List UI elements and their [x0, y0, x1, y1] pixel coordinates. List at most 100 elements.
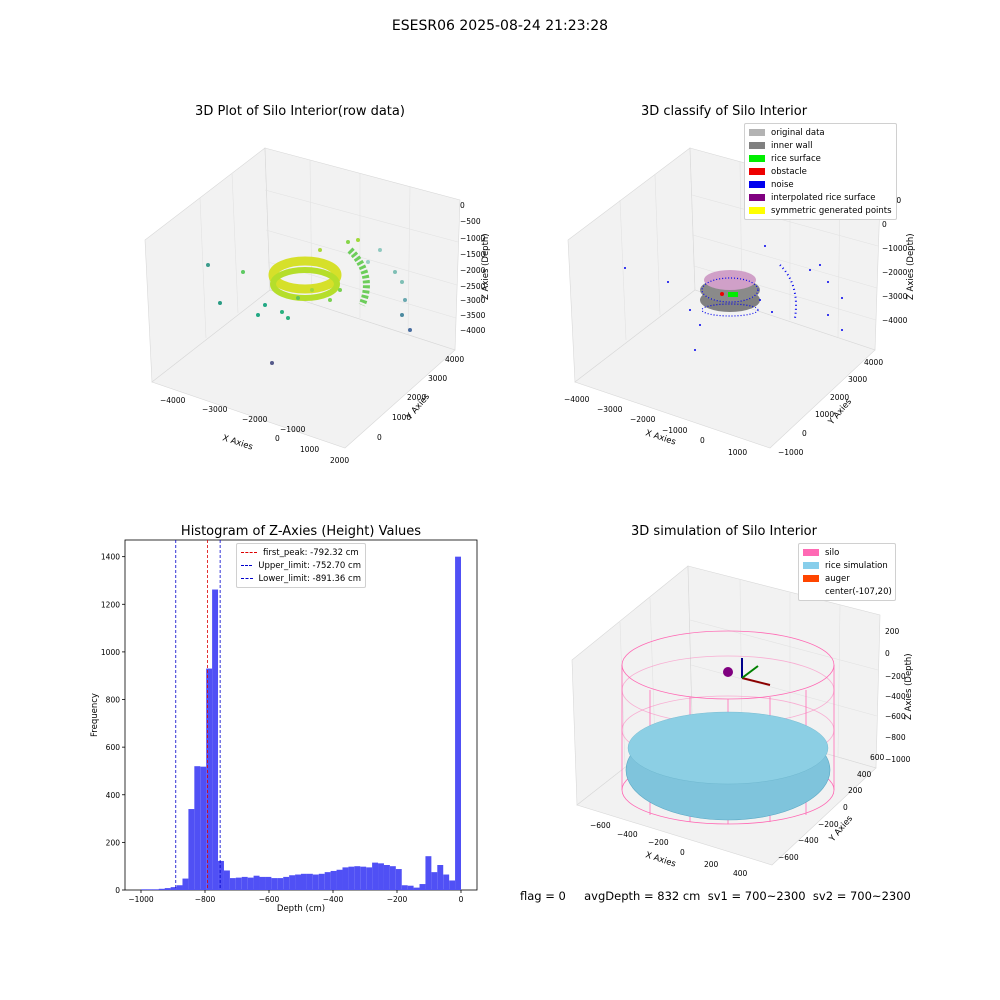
- raw-xtick: −4000: [160, 396, 186, 405]
- simulation-xtick: 400: [733, 869, 748, 878]
- classify-legend: original data inner wall rice surface obsta…: [744, 123, 897, 220]
- simulation-xtick: 0: [680, 848, 685, 857]
- classify-xtick: 0: [700, 436, 705, 445]
- histogram-legend-swatch: [241, 578, 253, 579]
- simulation-legend-swatch: [803, 562, 819, 569]
- histogram-legend-item: Upper_limit: -752.70 cm: [241, 559, 361, 572]
- histogram-y-tick-label: 200: [106, 838, 121, 847]
- classify-ytick: −1000: [778, 448, 804, 457]
- histogram-y-tick-label: 1000: [101, 648, 120, 657]
- classify-legend-swatch: [749, 155, 765, 162]
- histogram-bar: [372, 862, 379, 890]
- simulation-x-ticks: −600 −400 −200 0 200 400: [590, 821, 748, 878]
- histogram-y-tick-label: 400: [106, 791, 121, 800]
- classify-ztick: −1000: [882, 244, 908, 253]
- histogram-reference-lines: [175, 540, 221, 890]
- simulation-gridlines: [619, 579, 879, 766]
- classify-legend-label: symmetric generated points: [771, 205, 892, 216]
- classify-y-ticks: −1000 0 1000 2000 3000 4000: [778, 358, 883, 457]
- histogram-bar: [330, 870, 337, 890]
- histogram-bar: [182, 878, 189, 890]
- histogram-bar: [188, 809, 195, 890]
- simulation-legend-swatch: [803, 588, 819, 595]
- classify-legend-label: rice surface: [771, 153, 821, 164]
- histogram-bar: [437, 865, 444, 890]
- histogram-bar: [265, 876, 272, 890]
- simulation-ytick: 400: [857, 770, 872, 779]
- histogram-bar: [301, 873, 307, 890]
- simulation-ztick: −1000: [885, 755, 911, 764]
- simulation-ztick: 200: [885, 627, 900, 636]
- histogram-bar: [431, 872, 438, 890]
- raw-ytick: 3000: [428, 374, 447, 383]
- histogram-legend-label: first_peak: -792.32 cm: [263, 547, 359, 558]
- simulation-legend-swatch: [803, 575, 819, 582]
- histogram-y-label: Frequency: [90, 693, 100, 737]
- classify-legend-swatch: [749, 168, 765, 175]
- raw-ztick: −1000: [460, 234, 486, 243]
- simulation-xtick: −600: [590, 821, 611, 830]
- histogram-bar: [218, 860, 224, 890]
- classify-legend-item: rice surface: [749, 152, 892, 165]
- histogram-y-tick-label: 1400: [101, 553, 120, 562]
- simulation-legend-item: silo: [803, 546, 891, 559]
- raw-xtick: 2000: [330, 456, 349, 465]
- raw-ztick: 0: [460, 201, 465, 210]
- histogram-legend-item: Lower_limit: -891.36 cm: [241, 572, 361, 585]
- histogram-bar: [158, 888, 165, 890]
- simulation-ytick: −400: [798, 836, 819, 845]
- histogram-bar: [247, 877, 254, 890]
- histogram-bar: [455, 556, 461, 890]
- histogram-bar: [449, 880, 456, 890]
- histogram-bar: [194, 766, 201, 890]
- histogram-bar: [271, 878, 278, 890]
- simulation-ztick: −600: [885, 712, 906, 721]
- histogram-bar: [235, 877, 242, 890]
- histogram-bar: [170, 887, 177, 890]
- simulation-y-ticks: −600 −400 −200 0 200 400 600: [778, 753, 885, 862]
- simulation-ytick: −600: [778, 853, 799, 862]
- histogram-y-ticks: 0 200 400 600 800 1000 1200 1400: [101, 553, 125, 895]
- histogram-title: Histogram of Z-Axies (Height) Values: [180, 524, 422, 539]
- simulation-plot-title: 3D simulation of Silo Interior: [631, 524, 817, 539]
- classify-x-ticks: −4000 −3000 −2000 −1000 0 1000: [564, 395, 747, 457]
- simulation-ztick: 0: [885, 649, 890, 658]
- histogram-legend-swatch: [241, 552, 257, 553]
- histogram-bar: [366, 867, 373, 890]
- raw-plot-title: 3D Plot of Silo Interior(row data): [195, 104, 405, 119]
- raw-ztick: −4000: [460, 326, 486, 335]
- simulation-ztick: −800: [885, 733, 906, 742]
- classify-legend-label: original data: [771, 127, 825, 138]
- histogram-bar: [176, 885, 183, 890]
- classify-ytick: 0: [802, 429, 807, 438]
- raw-xtick: −2000: [242, 415, 268, 424]
- simulation-legend-item: center(-107,20): [803, 585, 892, 598]
- raw-ytick: 1000: [392, 413, 411, 422]
- histogram-legend-label: Lower_limit: -891.36 cm: [258, 573, 361, 584]
- histogram-bar: [223, 870, 230, 890]
- simulation-legend: silo rice simulation auger center(-107,20): [798, 543, 896, 601]
- classify-xtick: −2000: [630, 415, 656, 424]
- simulation-ytick: 600: [870, 753, 885, 762]
- simulation-ytick: 0: [843, 803, 848, 812]
- simulation-ztick: −400: [885, 692, 906, 701]
- histogram-x-tick-label: −400: [323, 895, 344, 904]
- raw-y-ticks: 0 1000 2000 3000 4000: [377, 355, 464, 442]
- histogram-bar: [407, 885, 414, 890]
- raw-ztick: −500: [460, 217, 481, 226]
- classify-legend-item: symmetric generated points: [749, 204, 892, 217]
- classify-legend-label: noise: [771, 179, 794, 190]
- histogram-x-ticks: −1000 −800 −600 −400 −200 0: [128, 890, 464, 904]
- raw-ytick: 4000: [445, 355, 464, 364]
- histogram-bar: [413, 887, 420, 890]
- histogram-y-tick-label: 600: [106, 743, 121, 752]
- classify-legend-item: interpolated rice surface: [749, 191, 892, 204]
- histogram-bar: [277, 878, 284, 890]
- simulation-y-label: Y Axies: [827, 814, 855, 845]
- raw-points: [206, 238, 412, 365]
- raw-ztick: −3500: [460, 311, 486, 320]
- raw-ztick: −3000: [460, 296, 486, 305]
- simulation-legend-item: rice simulation: [803, 559, 891, 572]
